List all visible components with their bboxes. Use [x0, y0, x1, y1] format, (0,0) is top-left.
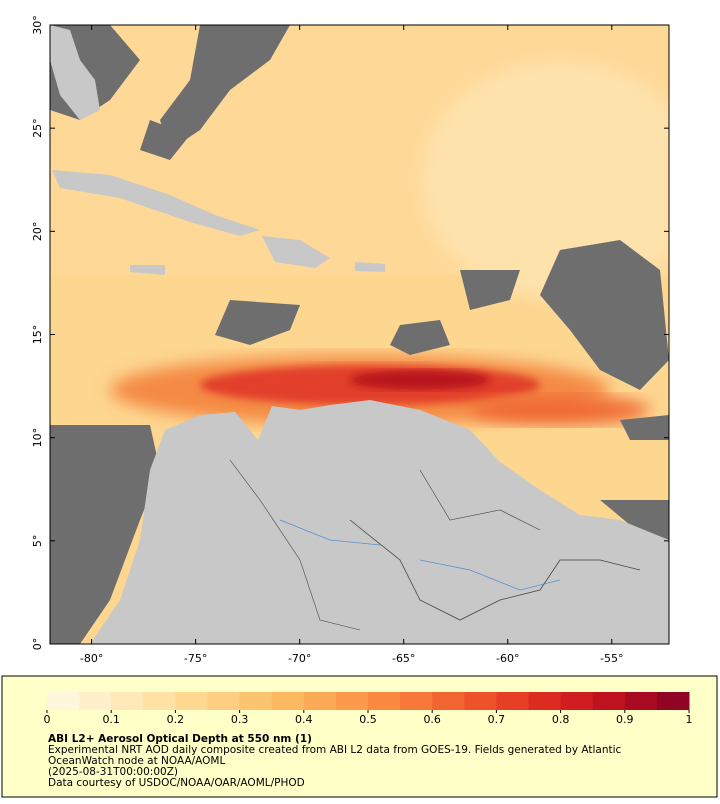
colorbar-cell: [175, 692, 208, 710]
colorbar-tick-label: 0.8: [552, 713, 570, 726]
colorbar-cell: [303, 692, 337, 710]
colorbar: 0 0.1 0.2 0.3 0.4 0.5 0.6 0.7 0.8 0.9 1: [44, 692, 693, 726]
y-tick-label: 10°: [31, 428, 44, 448]
x-tick-label: -80°: [80, 652, 103, 665]
colorbar-cell: [207, 692, 241, 710]
colorbar-cell: [560, 692, 594, 710]
map-axes: -80° -75° -70° -65° -60° -55° 0° 5° 10° 15° 20° 25°…: [31, 15, 669, 665]
x-tick-label: -75°: [184, 652, 207, 665]
colorbar-cell: [496, 692, 529, 710]
colorbar-tick-label: 0.1: [102, 713, 120, 726]
colorbar-tick-label: 0.4: [295, 713, 313, 726]
caption-line: (2025-08-31T00:00:00Z): [48, 766, 178, 778]
y-tick-label: 25°: [31, 118, 44, 138]
y-tick-label: 5°: [31, 535, 44, 548]
colorbar-cell: [528, 692, 562, 710]
caption-title: ABI L2+ Aerosol Optical Depth at 550 nm …: [48, 733, 312, 745]
colorbar-cell: [592, 692, 626, 710]
y-tick-label: 20°: [31, 222, 44, 242]
colorbar-tick-label: 0.7: [488, 713, 506, 726]
y-tick-label: 30°: [31, 15, 44, 35]
colorbar-cell: [464, 692, 497, 710]
colorbar-cell: [656, 692, 690, 710]
x-tick-label: -55°: [600, 652, 623, 665]
colorbar-cell: [111, 692, 144, 710]
colorbar-tick-label: 0: [44, 713, 51, 726]
caption-line: OceanWatch node at NOAA/AOML: [48, 755, 225, 767]
colorbar-cell: [624, 692, 658, 710]
caption-line: Data courtesy of USDOC/NOAA/OAR/AOML/PHO…: [48, 777, 305, 789]
colorbar-cell: [335, 692, 369, 710]
colorbar-tick-label: 0.9: [616, 713, 634, 726]
colorbar-cell: [239, 692, 273, 710]
colorbar-tick-label: 0.5: [359, 713, 377, 726]
caption-line: Experimental NRT AOD daily composite cre…: [48, 744, 622, 756]
colorbar-cell: [79, 692, 112, 710]
colorbar-cell: [271, 692, 305, 710]
colorbar-tick-label: 0.3: [231, 713, 249, 726]
colorbar-cell: [368, 692, 401, 710]
colorbar-cell: [400, 692, 433, 710]
colorbar-cell: [47, 692, 80, 710]
x-tick-label: -60°: [496, 652, 519, 665]
colorbar-cell: [432, 692, 465, 710]
colorbar-tick-label: 1: [686, 713, 693, 726]
y-tick-label: 0°: [31, 638, 44, 651]
map-image: [50, 25, 669, 644]
y-tick-label: 15°: [31, 325, 44, 345]
x-tick-label: -65°: [392, 652, 415, 665]
colorbar-cell: [143, 692, 176, 710]
x-tick-label: -70°: [288, 652, 311, 665]
colorbar-tick-label: 0.2: [167, 713, 185, 726]
colorbar-tick-label: 0.6: [423, 713, 441, 726]
